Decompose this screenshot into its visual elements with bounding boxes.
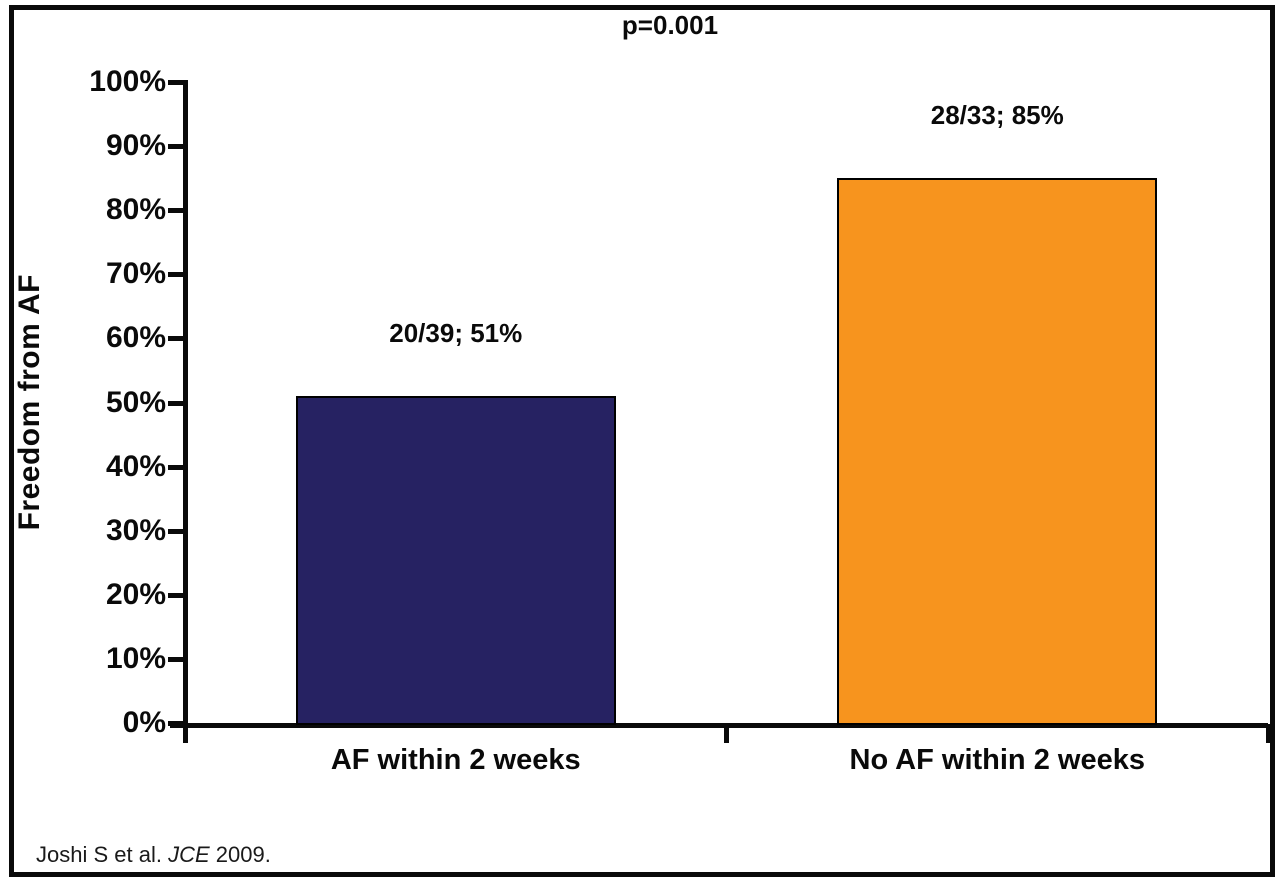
y-tick-mark [168, 721, 184, 726]
y-tick-mark [168, 528, 184, 534]
y-tick-mark [168, 400, 184, 406]
x-tick-mark [724, 724, 729, 743]
x-axis-line [170, 723, 1268, 728]
y-tick-mark [168, 208, 184, 214]
y-tick-mark [168, 80, 184, 85]
y-tick-label: 0% [122, 706, 166, 739]
y-tick-mark [168, 144, 184, 150]
y-tick-mark [168, 656, 184, 662]
x-category-label: AF within 2 weeks [330, 744, 581, 776]
bar-no-af-within-2-weeks [837, 178, 1158, 725]
bar-af-within-2-weeks [295, 396, 616, 725]
y-tick-label: 60% [105, 321, 166, 355]
y-tick-label: 40% [105, 449, 166, 483]
y-tick-label: 20% [105, 577, 166, 611]
y-tick-label: 90% [105, 129, 166, 163]
citation-journal: JCE [168, 842, 210, 867]
x-category-label: No AF within 2 weeks [849, 744, 1145, 776]
y-tick-mark [168, 592, 184, 598]
y-tick-mark [168, 336, 184, 342]
citation-prefix: Joshi S et al. [36, 842, 169, 867]
chart-title: p=0.001 [621, 10, 719, 40]
citation-suffix: 2009. [209, 842, 271, 867]
y-tick-label: 10% [105, 641, 166, 675]
y-tick-label: 70% [105, 257, 166, 291]
y-tick-label: 80% [105, 193, 166, 227]
y-axis-line [183, 80, 188, 743]
bar-value-label: 28/33; 85% [930, 100, 1064, 131]
citation: Joshi S et al. JCE 2009. [36, 842, 271, 868]
x-tick-mark [1265, 724, 1271, 743]
y-tick-mark [168, 272, 184, 278]
y-tick-label: 50% [105, 385, 166, 419]
x-tick-mark [182, 724, 188, 743]
y-tick-mark [168, 464, 184, 470]
y-tick-label: 100% [89, 65, 166, 98]
bar-value-label: 20/39; 51% [389, 318, 523, 349]
y-tick-label: 30% [105, 513, 166, 547]
